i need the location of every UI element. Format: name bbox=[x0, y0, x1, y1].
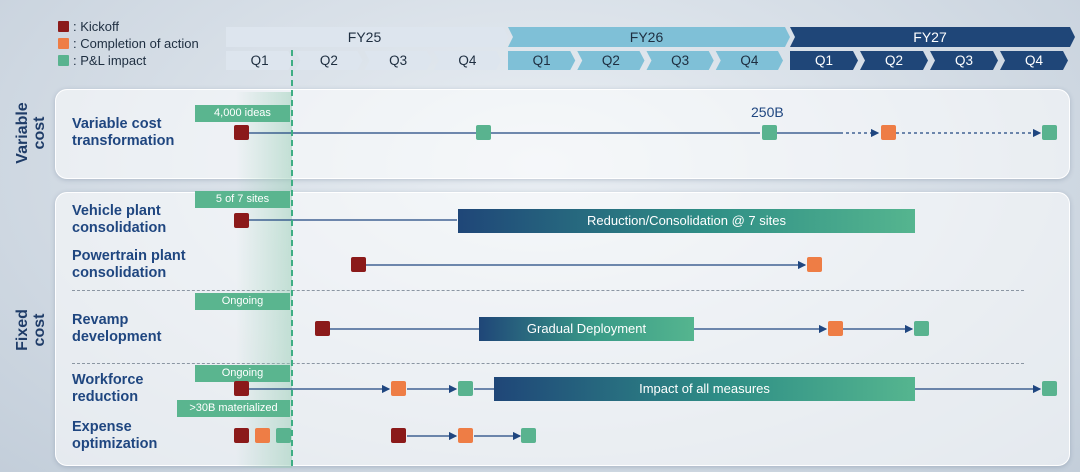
quarter-chevron bbox=[433, 51, 501, 70]
quarter-chevron bbox=[364, 51, 432, 70]
quarter-label: Q4 bbox=[1024, 53, 1043, 68]
quarter-label: Q2 bbox=[319, 53, 338, 68]
quarter-label: Q3 bbox=[671, 53, 690, 68]
quarter-chevron bbox=[930, 51, 998, 70]
kickoff-marker bbox=[234, 381, 249, 396]
quarter-label: Q2 bbox=[601, 53, 620, 68]
row-label-expense-optimization: Expense optimization bbox=[72, 419, 158, 452]
fy26-label: FY26 bbox=[629, 29, 664, 45]
completion-marker bbox=[458, 428, 473, 443]
variable-cost-panel bbox=[55, 89, 1070, 179]
value-250b: 250B bbox=[751, 104, 784, 120]
quarter-chevron bbox=[790, 51, 858, 70]
fy25-label: FY25 bbox=[347, 29, 382, 45]
row-label-workforce-reduction: Workforce reduction bbox=[72, 372, 144, 405]
row-separator bbox=[72, 363, 1024, 364]
quarter-chevron bbox=[1000, 51, 1068, 70]
row-separator bbox=[72, 290, 1024, 291]
legend: : Kickoff : Completion of action : P&L i… bbox=[58, 18, 199, 69]
bar-reduction-consolidation: Reduction/Consolidation @ 7 sites bbox=[458, 209, 915, 233]
quarter-label: Q4 bbox=[458, 53, 477, 68]
kickoff-marker bbox=[351, 257, 366, 272]
quarter-chevron bbox=[646, 51, 714, 70]
quarter-chevron bbox=[715, 51, 783, 70]
quarter-label: Q3 bbox=[954, 53, 973, 68]
legend-pl-impact: : P&L impact bbox=[73, 53, 147, 68]
legend-completion: : Completion of action bbox=[73, 36, 199, 51]
bar-impact-of-all-measures: Impact of all measures bbox=[494, 377, 915, 401]
tag-ongoing-workforce: Ongoing bbox=[195, 365, 290, 382]
kickoff-marker bbox=[391, 428, 406, 443]
pl-impact-marker bbox=[458, 381, 473, 396]
pl-impact-marker bbox=[521, 428, 536, 443]
quarter-chevron bbox=[226, 51, 294, 70]
completion-swatch bbox=[58, 38, 69, 49]
kickoff-swatch bbox=[58, 21, 69, 32]
kickoff-marker bbox=[234, 213, 249, 228]
row-label-revamp-development: Revamp development bbox=[72, 312, 162, 345]
tag-ongoing-revamp: Ongoing bbox=[195, 293, 290, 310]
row-label-vehicle-plant-consolidation: Vehicle plant consolidation bbox=[72, 203, 167, 236]
kickoff-marker bbox=[234, 428, 249, 443]
row-label-powertrain-plant-consolidation: Powertrain plant consolidation bbox=[72, 248, 186, 281]
quarter-chevron bbox=[860, 51, 928, 70]
tag-4000-ideas: 4,000 ideas bbox=[195, 105, 290, 122]
pl-impact-marker bbox=[914, 321, 929, 336]
completion-marker bbox=[881, 125, 896, 140]
completion-marker bbox=[828, 321, 843, 336]
tag-30b-materialized: >30B materialized bbox=[177, 400, 290, 417]
completion-marker bbox=[391, 381, 406, 396]
quarter-label: Q2 bbox=[884, 53, 903, 68]
pl-impact-marker bbox=[1042, 381, 1057, 396]
quarter-label: Q4 bbox=[740, 53, 759, 68]
pl-impact-marker bbox=[276, 428, 291, 443]
completion-marker bbox=[255, 428, 270, 443]
quarter-chevron bbox=[295, 51, 363, 70]
pl-impact-marker bbox=[762, 125, 777, 140]
pl-impact-swatch bbox=[58, 55, 69, 66]
tag-5-of-7-sites: 5 of 7 sites bbox=[195, 191, 290, 208]
fy27-label: FY27 bbox=[913, 29, 947, 45]
pl-impact-marker bbox=[1042, 125, 1057, 140]
quarter-chevron bbox=[508, 51, 576, 70]
kickoff-marker bbox=[234, 125, 249, 140]
legend-kickoff: : Kickoff bbox=[73, 19, 120, 34]
completion-marker bbox=[807, 257, 822, 272]
quarter-label: Q3 bbox=[389, 53, 408, 68]
quarter-label: Q1 bbox=[532, 53, 551, 68]
quarter-label: Q1 bbox=[814, 53, 833, 68]
row-label-variable-cost-transformation: Variable cost transformation bbox=[72, 116, 175, 149]
kickoff-marker bbox=[315, 321, 330, 336]
bar-gradual-deployment: Gradual Deployment bbox=[479, 317, 694, 341]
pl-impact-marker bbox=[476, 125, 491, 140]
timeline-header-shapes bbox=[226, 27, 1075, 70]
quarter-label: Q1 bbox=[250, 53, 269, 68]
quarter-chevron bbox=[577, 51, 645, 70]
